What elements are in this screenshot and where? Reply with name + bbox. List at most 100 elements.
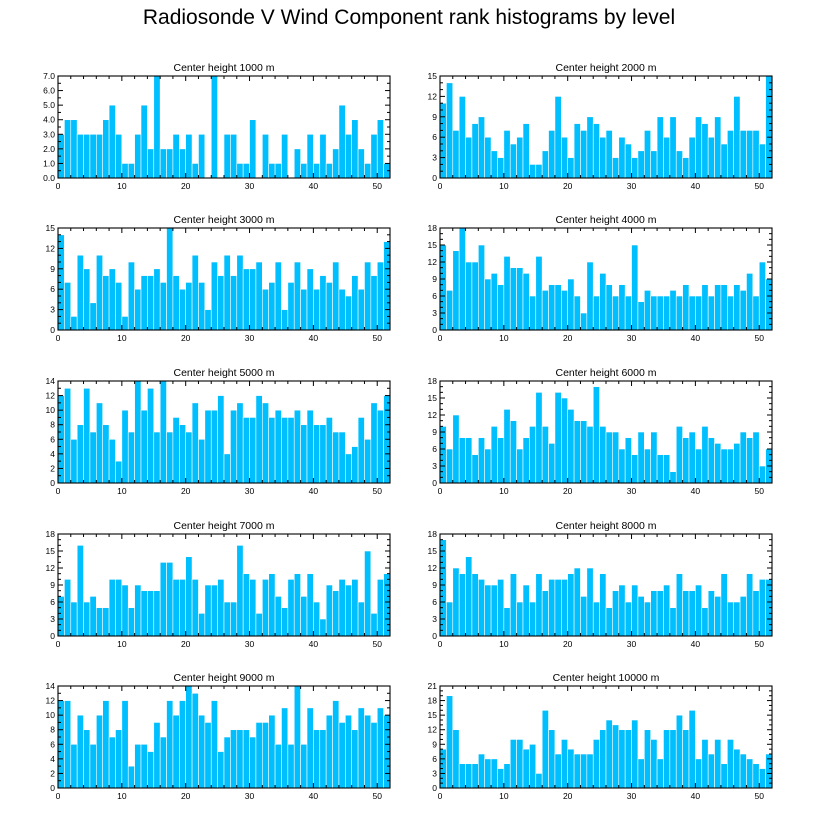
panel-10-bar <box>752 763 760 789</box>
panel-7-ytick-label: 15 <box>46 546 56 556</box>
panel-3-bar <box>249 268 257 331</box>
panel-3-bar <box>210 261 218 331</box>
panel-2-bar <box>452 130 460 179</box>
panel-7-bar <box>364 550 372 637</box>
panel-3-bar <box>376 261 384 331</box>
panel-2-bar <box>682 157 690 179</box>
panel-9-ytick-label: 6 <box>50 739 55 749</box>
panel-3-xtick-label: 10 <box>117 333 127 343</box>
panel-8-bar <box>446 601 454 637</box>
panel-9-bar <box>210 700 218 789</box>
panel-5-bar <box>147 387 155 484</box>
panel-3-bar <box>102 275 110 331</box>
panel-3-bar <box>345 295 352 331</box>
panel-2-bar <box>605 130 613 179</box>
panel-3-bar <box>357 288 365 331</box>
panel-6-bar <box>452 414 460 484</box>
panel-5-bar <box>332 431 340 484</box>
panel-2-bar <box>535 164 543 179</box>
panel-10-ytick-label: 21 <box>428 681 438 691</box>
panel-8-bar <box>656 590 664 637</box>
panel-4-bar <box>522 273 530 331</box>
panel-2-bar <box>644 130 651 179</box>
panel-1-bar <box>185 133 193 179</box>
panel-4-bar <box>605 284 613 331</box>
panel-8-xtick-label: 10 <box>499 639 509 649</box>
panel-7-xtick-label: 50 <box>372 639 382 649</box>
panel-5-bar <box>230 409 238 484</box>
panel-6-bar <box>529 426 537 484</box>
panel-4-bar <box>707 295 715 331</box>
panel-3-bar <box>147 275 155 331</box>
panel-10-bar <box>612 724 620 789</box>
panel-1-bar <box>325 163 333 179</box>
panel-9-bar <box>153 722 161 789</box>
panel-9-bar <box>96 714 103 789</box>
panel-9-bar <box>249 736 257 789</box>
panel-8-bar <box>516 601 524 637</box>
panel-4-ytick-label: 0 <box>432 325 437 335</box>
panel-10-bar <box>567 748 575 789</box>
panel-10-bar <box>490 758 498 789</box>
panel-8-bar <box>682 590 690 637</box>
panel-4-bar <box>727 295 734 331</box>
panel-3-bar <box>127 261 135 331</box>
panel-8-bar <box>561 579 568 637</box>
panel-4-bar <box>631 244 639 331</box>
panel-2-title: Center height 2000 m <box>556 62 657 74</box>
panel-9-xtick-label: 50 <box>372 791 382 801</box>
panel-8-bar <box>663 584 671 637</box>
panel-4-ytick-label: 15 <box>428 240 438 250</box>
panel-1-bar <box>83 133 91 179</box>
panel-8-bar <box>541 590 549 637</box>
panel-1-bar <box>147 148 155 179</box>
panel-1-bar <box>332 148 340 179</box>
panel-3-bar <box>300 288 308 331</box>
panel-7-bar <box>140 590 148 637</box>
panel-7-bar <box>147 590 155 637</box>
panel-6-bar <box>695 448 703 484</box>
panel-3-bar <box>217 275 225 331</box>
panel-4-bar <box>637 301 645 331</box>
panel-2-bar <box>573 123 581 179</box>
panel-4-bar <box>675 295 683 331</box>
panel-2-bar <box>592 123 600 179</box>
panel-8-bar <box>637 596 645 637</box>
panel-6-title: Center height 6000 m <box>556 367 657 379</box>
panel-9-bar <box>204 722 212 789</box>
panel-8-xtick-label: 0 <box>438 639 443 649</box>
panel-5-bar <box>172 417 180 484</box>
panel-10-xtick-label: 50 <box>754 791 764 801</box>
panel-7-bar <box>249 579 257 637</box>
panel-3-bar <box>108 268 116 331</box>
panel-1-bar <box>319 133 327 179</box>
panel-8-bar <box>573 567 581 637</box>
panel-2-xtick-label: 20 <box>563 181 573 191</box>
panel-5-xtick-label: 40 <box>309 486 319 496</box>
panel-9-bar <box>121 700 129 789</box>
panel-2-ytick-label: 9 <box>432 112 437 122</box>
panel-5-bar <box>121 409 129 484</box>
panel-4-bar <box>497 284 505 331</box>
panel-1-bar <box>172 133 180 179</box>
panel-9-bar <box>364 714 372 789</box>
panel-2-xtick-label: 30 <box>627 181 637 191</box>
panel-2-bar <box>765 75 773 179</box>
panel-5-bar <box>166 431 174 484</box>
panel-7-bar <box>96 607 103 637</box>
panel-10-bar <box>516 739 524 789</box>
panel-8-bar <box>605 607 613 637</box>
panel-2-bar <box>490 150 498 179</box>
panel-3-bar <box>185 282 193 331</box>
panel-2-ytick-label: 0 <box>432 173 437 183</box>
panel-8-xtick-label: 20 <box>563 639 573 649</box>
panel-8-ytick-label: 15 <box>428 546 438 556</box>
panel-6-ytick-label: 3 <box>432 461 437 471</box>
panel-6-bar <box>707 437 715 484</box>
panel-10-bar <box>707 753 715 789</box>
panel-5-bar <box>223 453 231 484</box>
panel-9-bar <box>191 692 199 789</box>
panel-9-bar <box>345 714 352 789</box>
panel-6-ytick-label: 9 <box>432 427 437 437</box>
panel-8-bar <box>612 590 620 637</box>
